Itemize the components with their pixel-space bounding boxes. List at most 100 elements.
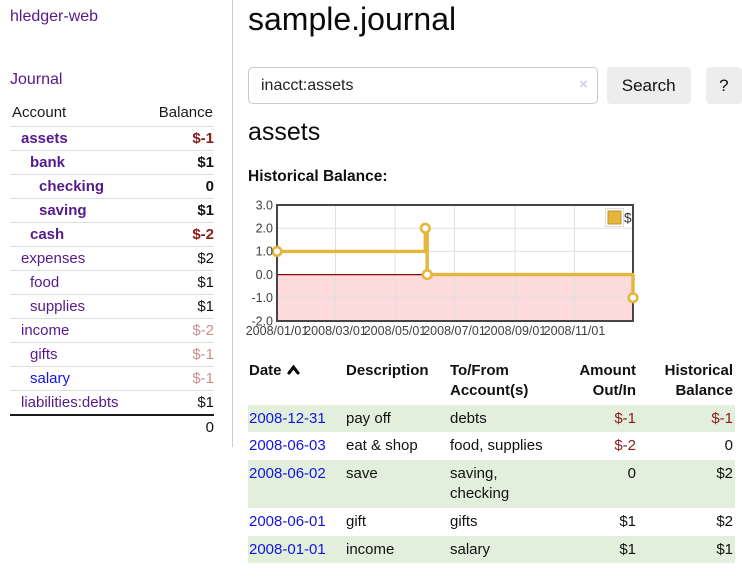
- account-name-cell: checking: [10, 174, 144, 199]
- account-row: cash $-2: [10, 222, 214, 247]
- x-axis-tick-label: 2008/03/01: [304, 324, 367, 338]
- account-balance: $-2: [143, 318, 214, 343]
- account-link[interactable]: saving: [39, 202, 87, 219]
- account-name-cell: income: [10, 318, 144, 343]
- register-header-balance: Historical Balance: [664, 362, 733, 399]
- account-row: supplies $1: [10, 294, 214, 319]
- data-point-marker: [421, 268, 433, 281]
- register-balance-cell: $2: [716, 512, 733, 530]
- y-axis-tick-label: -2.0: [251, 314, 273, 328]
- register-table-head: Date Description To/From Account(s) Amou…: [248, 357, 735, 405]
- account-link[interactable]: assets: [21, 130, 68, 147]
- transaction-date-link[interactable]: 2008-12-31: [249, 409, 326, 427]
- register-accounts-cell: gifts: [450, 512, 478, 530]
- account-link[interactable]: salary: [30, 370, 71, 387]
- register-accounts-cell: saving, checking: [450, 465, 510, 502]
- register-table: Date Description To/From Account(s) Amou…: [248, 357, 735, 564]
- register-description-cell: save: [346, 465, 378, 483]
- register-amount-cell: $-2: [614, 437, 636, 455]
- data-point-marker: [627, 292, 639, 304]
- register-header-accounts: To/From Account(s): [450, 362, 529, 399]
- transaction-date-link[interactable]: 2008-01-01: [249, 540, 326, 558]
- y-axis-tick-label: -1.0: [251, 291, 273, 305]
- search-input[interactable]: [248, 67, 598, 104]
- accounts-table-head: Account Balance: [10, 101, 214, 127]
- account-link[interactable]: bank: [30, 154, 66, 171]
- register-header-date[interactable]: Date: [248, 357, 345, 405]
- app-title-link[interactable]: hledger-web: [10, 8, 99, 25]
- account-row: gifts $-1: [10, 342, 214, 367]
- register-date-cell: 2008-01-01: [248, 536, 345, 564]
- account-balance: $-1: [143, 126, 214, 151]
- y-axis-tick-label: 1.0: [256, 245, 273, 259]
- y-axis-tick-label: 3.0: [256, 198, 273, 212]
- help-button[interactable]: ?: [705, 67, 742, 104]
- account-row: saving $1: [10, 198, 214, 223]
- legend-label: $: [624, 211, 632, 226]
- register-row: 2008-12-31 pay off debts $-1 $-1: [248, 404, 735, 433]
- register-balance-cell: 0: [724, 437, 733, 455]
- account-row: income $-2: [10, 318, 214, 343]
- accounts-total-balance: 0: [143, 414, 214, 439]
- register-row: 2008-01-01 income salary $1 $1: [248, 535, 735, 564]
- account-balance: $-1: [143, 342, 214, 367]
- account-balance: $-2: [143, 222, 214, 247]
- register-row: 2008-06-01 gift gifts $1 $2: [248, 508, 735, 536]
- sidebar: hledger-web Journal Account Balance asse…: [0, 0, 233, 447]
- search-input-wrap: ×: [248, 67, 598, 104]
- register-header-row: Date Description To/From Account(s) Amou…: [248, 357, 735, 405]
- y-axis-tick-label: 0.0: [256, 268, 273, 282]
- account-link[interactable]: liabilities:debts: [21, 394, 119, 411]
- account-row: salary $-1: [10, 366, 214, 391]
- account-balance: $1: [143, 294, 214, 319]
- account-name-cell: cash: [10, 222, 144, 247]
- accounts-header-account: Account: [10, 101, 144, 127]
- transaction-date-link[interactable]: 2008-06-02: [249, 465, 326, 483]
- account-balance: $1: [143, 150, 214, 175]
- register-description-cell: pay off: [346, 409, 391, 427]
- account-balance: $1: [143, 198, 214, 223]
- accounts-table-body: assets $-1 bank $1 checking 0 saving $1 cash $-2 e…: [10, 126, 214, 439]
- accounts-total-spacer: [10, 414, 144, 439]
- data-point-marker: [419, 222, 431, 234]
- transaction-date-link[interactable]: 2008-06-01: [249, 512, 326, 530]
- account-link[interactable]: supplies: [30, 298, 86, 315]
- register-accounts-cell: food, supplies: [450, 437, 543, 455]
- account-link[interactable]: checking: [39, 178, 105, 195]
- register-header-date-label: Date: [249, 362, 282, 379]
- register-table-body: 2008-12-31 pay off debts $-1 $-1 2008-06-03 ea…: [248, 404, 735, 564]
- register-date-cell: 2008-06-02: [248, 460, 345, 508]
- register-description-cell: gift: [346, 512, 367, 530]
- account-row: checking 0: [10, 174, 214, 199]
- register-row: 2008-06-02 save saving, checking 0 $2: [248, 460, 735, 508]
- data-point-marker: [271, 245, 283, 258]
- account-row: bank $1: [10, 150, 214, 175]
- chart-legend: $: [605, 208, 632, 227]
- account-name-cell: food: [10, 270, 144, 295]
- account-link[interactable]: income: [21, 322, 70, 339]
- search-button[interactable]: Search: [606, 67, 691, 104]
- account-balance: $-1: [143, 366, 214, 391]
- x-axis-tick-label: 2008/07/01: [423, 324, 486, 338]
- register-amount-cell: $1: [619, 540, 636, 558]
- register-amount-cell: $1: [619, 512, 636, 530]
- account-row: food $1: [10, 270, 214, 295]
- transaction-date-link[interactable]: 2008-06-03: [249, 437, 326, 455]
- sort-ascending-icon: [286, 364, 300, 375]
- account-row: assets $-1: [10, 126, 214, 151]
- register-balance-cell: $1: [716, 540, 733, 558]
- x-axis-tick-label: 2008/01/01: [246, 324, 309, 338]
- account-link[interactable]: gifts: [30, 346, 58, 363]
- account-link[interactable]: expenses: [21, 250, 86, 267]
- account-balance: $2: [143, 246, 214, 271]
- sidebar-item-journal[interactable]: Journal: [10, 71, 63, 88]
- main-content: sample.journal × Search ? assets Histori…: [246, 0, 742, 582]
- search-form: × Search ?: [248, 67, 742, 104]
- account-link[interactable]: food: [30, 274, 60, 291]
- register-date-cell: 2008-06-01: [248, 508, 345, 536]
- account-row: expenses $2: [10, 246, 214, 271]
- account-link[interactable]: cash: [30, 226, 65, 243]
- page-title: sample.journal: [248, 1, 457, 37]
- clear-search-icon[interactable]: ×: [579, 76, 588, 93]
- register-balance-cell: $-1: [711, 409, 733, 427]
